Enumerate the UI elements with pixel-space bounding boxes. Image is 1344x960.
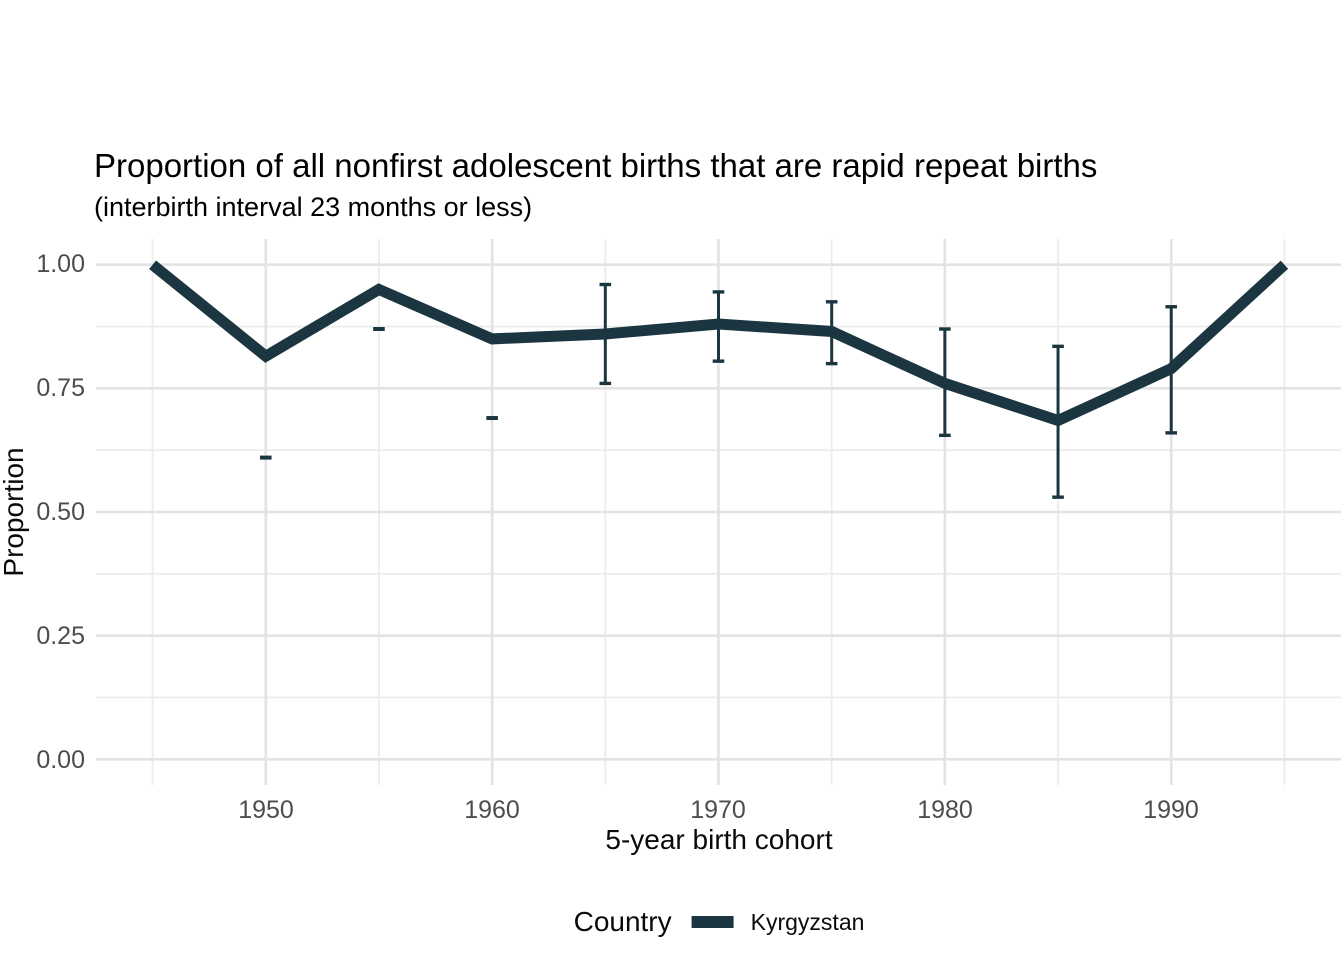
series-line-kyrgyzstan: [149, 260, 1289, 427]
y-tick-label-1.00: 1.00: [36, 250, 85, 278]
x-tick-label-1950: 1950: [238, 796, 294, 824]
legend-title: Country: [573, 906, 672, 937]
chart-title: Proportion of all nonfirst adolescent bi…: [94, 147, 1098, 184]
chart-subtitle: (interbirth interval 23 months or less): [94, 192, 533, 222]
x-tick-label-1970: 1970: [690, 796, 746, 824]
x-tick-label-1960: 1960: [464, 796, 520, 824]
y-tick-label-0.00: 0.00: [36, 746, 85, 774]
legend-item-label: Kyrgyzstan: [750, 908, 865, 935]
x-axis-title: 5-year birth cohort: [605, 824, 833, 855]
y-tick-label-0.75: 0.75: [36, 374, 85, 402]
y-tick-label-0.50: 0.50: [36, 498, 85, 526]
x-tick-label-1980: 1980: [917, 796, 973, 824]
legend-key-line: [691, 916, 734, 928]
x-tick-label-1990: 1990: [1143, 796, 1199, 824]
legend: Country Kyrgyzstan: [574, 904, 865, 940]
y-tick-label-0.25: 0.25: [36, 622, 85, 650]
